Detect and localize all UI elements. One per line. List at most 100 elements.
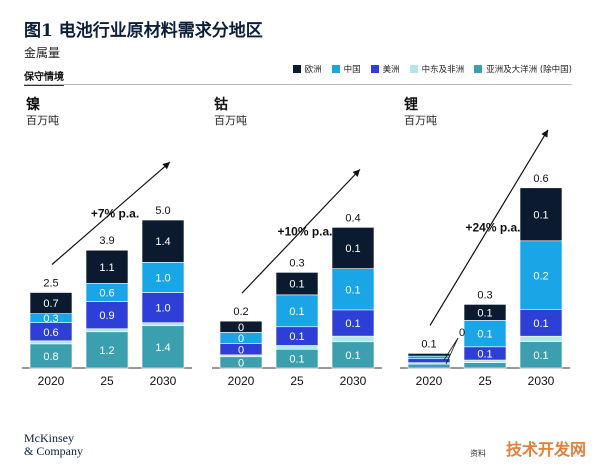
bar-segment (275, 272, 319, 296)
category-tick-label: 25 (100, 374, 114, 388)
segment-label: 0.3 (43, 313, 58, 325)
bar-segment (463, 359, 507, 363)
segment-label: 0.6 (99, 288, 114, 300)
panel-unit-cobalt: 百万吨 (214, 114, 247, 127)
bar-segment (275, 294, 319, 328)
legend-swatch (292, 65, 301, 73)
total-label: 0.3 (477, 289, 492, 301)
bar-segment (141, 219, 185, 263)
mckinsey-logo: McKinsey & Company (24, 431, 83, 458)
segment-label: 0 (238, 322, 244, 334)
segment-label: 1.2 (99, 345, 114, 357)
legend-label: 中国 (343, 65, 361, 75)
segment-label: 0.1 (345, 350, 360, 362)
legend-swatch (370, 65, 379, 73)
bar-segment (331, 268, 375, 311)
legend-item-americas: 美洲 (370, 63, 400, 75)
segment-label: 0.8 (43, 351, 58, 363)
bar-segment (85, 331, 129, 369)
bar-segment (331, 335, 375, 343)
category-tick-label: 25 (478, 374, 492, 388)
panel-title-nickel: 镍 (26, 97, 40, 113)
bar-segment (407, 353, 451, 357)
growth-arrow-head (162, 162, 170, 170)
bar-segment (331, 309, 375, 337)
total-label: 0.1 (421, 338, 436, 350)
segment-label: 0.1 (533, 209, 548, 221)
segment-label: 1.1 (99, 262, 114, 274)
chart-title: 图1 电池行业原材料需求分地区 (24, 21, 263, 41)
total-label: 0.6 (533, 173, 548, 185)
segment-label: 0 (238, 357, 244, 369)
segment-label: 0.1 (345, 318, 360, 330)
total-label: 0.2 (233, 306, 248, 318)
segment-label: 0 (238, 344, 244, 356)
bar-segment (519, 335, 563, 342)
growth-rate-label: +24% p.a. (465, 221, 520, 235)
bar-segment (331, 341, 375, 369)
bar-segment (29, 340, 73, 345)
panel-unit-lithium: 百万吨 (404, 114, 437, 127)
bar-segment (407, 355, 451, 360)
panel-title-lithium: 锂 (404, 97, 418, 113)
panel-title-cobalt: 钴 (214, 97, 228, 113)
bar-segment (407, 363, 451, 369)
segment-label: 0.6 (43, 327, 58, 339)
legend-label: 美洲 (382, 65, 400, 75)
total-label: 3.9 (99, 235, 114, 247)
category-tick-label: 2030 (340, 374, 367, 388)
chart-subtitle: 金属量 (24, 46, 61, 60)
scenario-label: 保守情境 (24, 68, 64, 86)
segment-label: 0.1 (533, 350, 548, 362)
category-tick-label: 2020 (228, 374, 255, 388)
segment-label: 0.9 (99, 310, 114, 322)
bar-segment (519, 341, 563, 369)
category-tick-label: 2020 (38, 374, 65, 388)
total-label: 0.3 (289, 257, 304, 269)
total-label: 5.0 (155, 205, 170, 217)
bar-segment (463, 304, 507, 321)
legend-label: 中东及非洲 (421, 65, 465, 75)
category-tick-label: 2030 (150, 374, 177, 388)
segment-label: 0.7 (43, 298, 58, 310)
bar-segment (85, 328, 129, 333)
callout-leader (443, 337, 459, 361)
legend-item-china: 中国 (331, 63, 361, 75)
bar-segment (407, 358, 451, 364)
bar-segment (519, 187, 563, 242)
total-label: 0.4 (345, 212, 360, 224)
legend-item-mea: 中东及非洲 (409, 63, 465, 75)
growth-arrow (241, 168, 361, 294)
bar-segment (141, 292, 185, 324)
callout-leader (445, 337, 459, 365)
growth-arrow (429, 129, 549, 326)
segment-label: 1.0 (155, 303, 170, 315)
segment-label: 0.1 (289, 306, 304, 318)
growth-rate-label: +7% p.a. (91, 206, 139, 220)
segment-label: 0.1 (533, 318, 548, 330)
bar-segment (463, 362, 507, 369)
legend-label: 欧洲 (304, 65, 322, 75)
bar-segment (331, 227, 375, 269)
callout-label: 0 (459, 327, 465, 339)
watermark: 技术开发网 (505, 440, 586, 459)
segment-label: 0.1 (345, 284, 360, 296)
bar-segment (29, 292, 73, 314)
segment-label: 0.1 (477, 329, 492, 341)
segment-label: 0.1 (477, 307, 492, 319)
panel-unit-nickel: 百万吨 (26, 114, 59, 127)
segment-label: 0.2 (533, 270, 548, 282)
bar-segment (519, 240, 563, 311)
bar-segment (463, 319, 507, 348)
segment-label: 0.1 (477, 348, 492, 360)
growth-arrow-head (352, 169, 360, 177)
legend-swatch (474, 65, 483, 73)
bar-segment (219, 320, 263, 333)
bar-segment (141, 322, 185, 327)
total-label: 2.5 (43, 278, 58, 290)
segment-label: 1.0 (155, 272, 170, 284)
segment-label: 0 (238, 333, 244, 345)
growth-arrow-head (541, 129, 548, 138)
bar-segment (141, 261, 185, 293)
